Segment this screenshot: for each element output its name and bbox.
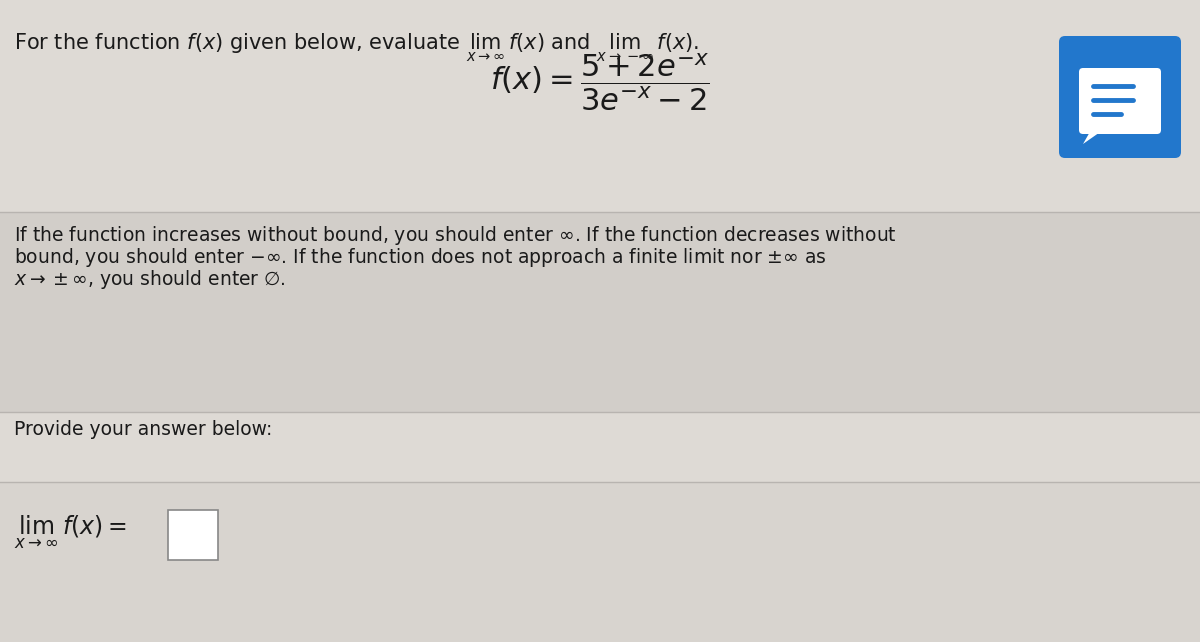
Text: $f(x) = \dfrac{5 + 2e^{-x}}{3e^{-x} - 2}$: $f(x) = \dfrac{5 + 2e^{-x}}{3e^{-x} - 2}… <box>490 51 710 113</box>
FancyBboxPatch shape <box>1079 68 1162 134</box>
Bar <box>0 412 1200 482</box>
Text: For the function $f(x)$ given below, evaluate $\underset{x\to\infty}{\lim}\, f(x: For the function $f(x)$ given below, eva… <box>14 32 700 64</box>
Polygon shape <box>1084 130 1103 144</box>
Bar <box>0 0 1200 212</box>
Bar <box>168 510 218 560</box>
Bar <box>0 482 1200 642</box>
Text: Provide your answer below:: Provide your answer below: <box>14 420 272 439</box>
Text: $\underset{x\to\infty}{\lim}\, f(x) =$: $\underset{x\to\infty}{\lim}\, f(x) =$ <box>14 514 127 551</box>
Text: If the function increases without bound, you should enter $\infty$. If the funct: If the function increases without bound,… <box>14 224 896 247</box>
Bar <box>0 212 1200 412</box>
FancyBboxPatch shape <box>1060 36 1181 158</box>
Text: $x \to \pm\infty$, you should enter $\varnothing$.: $x \to \pm\infty$, you should enter $\va… <box>14 268 286 291</box>
Text: bound, you should enter $-\infty$. If the function does not approach a finite li: bound, you should enter $-\infty$. If th… <box>14 246 827 269</box>
